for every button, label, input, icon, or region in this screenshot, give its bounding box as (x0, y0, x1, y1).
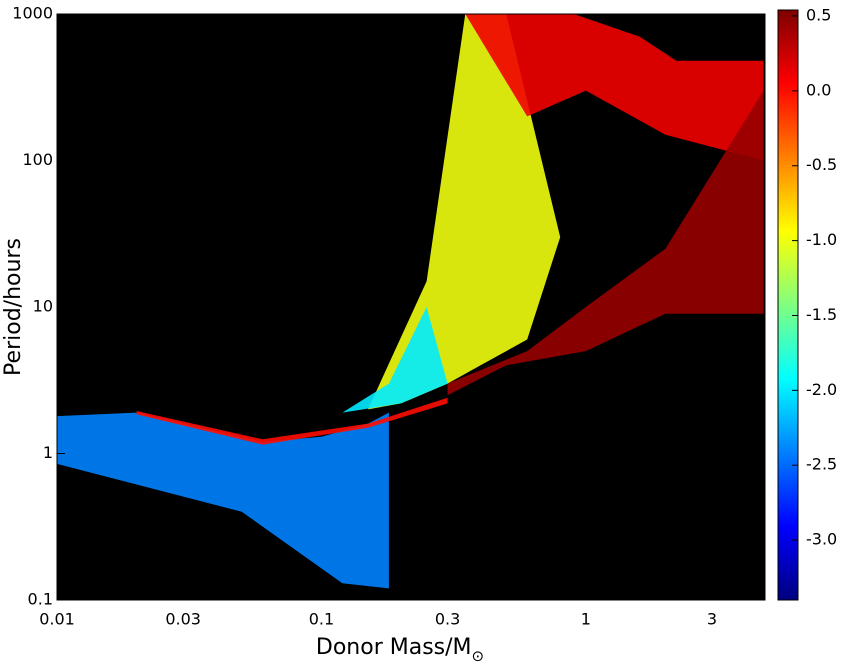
data-layer (57, 14, 764, 589)
y-tick-label: 100 (22, 150, 53, 169)
y-tick-label: 1 (43, 443, 53, 462)
x-tick-label: 0.3 (435, 610, 460, 629)
data-region (342, 307, 448, 413)
x-tick-label: 0.01 (39, 610, 75, 629)
colorbar-tick-label: -0.5 (806, 155, 837, 174)
x-tick-label: 1 (581, 610, 591, 629)
x-axis-label-main: Donor Mass/M (316, 635, 472, 660)
x-tick-label: 0.1 (309, 610, 334, 629)
colorbar-tick-label: 0.0 (806, 80, 831, 99)
y-tick-label: 1000 (12, 4, 53, 23)
y-tick-label: 0.1 (28, 590, 53, 609)
colorbar-tick-label: -1.5 (806, 305, 837, 324)
colorbar-tick-label: -2.5 (806, 455, 837, 474)
data-region (57, 412, 389, 589)
x-tick-label: 0.03 (165, 610, 201, 629)
y-tick-label: 10 (33, 297, 53, 316)
data-region (465, 14, 764, 161)
x-axis-label-sub: ⊙ (472, 647, 485, 665)
colorbar-tick-label: -2.0 (806, 380, 837, 399)
colorbar-tick-label: -1.0 (806, 230, 837, 249)
data-region (136, 397, 448, 445)
colorbar-tick-label: -3.0 (806, 530, 837, 549)
colorbar (777, 9, 799, 601)
data-region (367, 14, 561, 410)
x-tick-label: 3 (707, 610, 717, 629)
y-axis-label: Period/hours (1, 238, 26, 376)
data-region (447, 90, 764, 396)
x-axis-label: Donor Mass/M⊙ (316, 635, 484, 665)
colorbar-tick-label: 0.5 (806, 5, 831, 24)
